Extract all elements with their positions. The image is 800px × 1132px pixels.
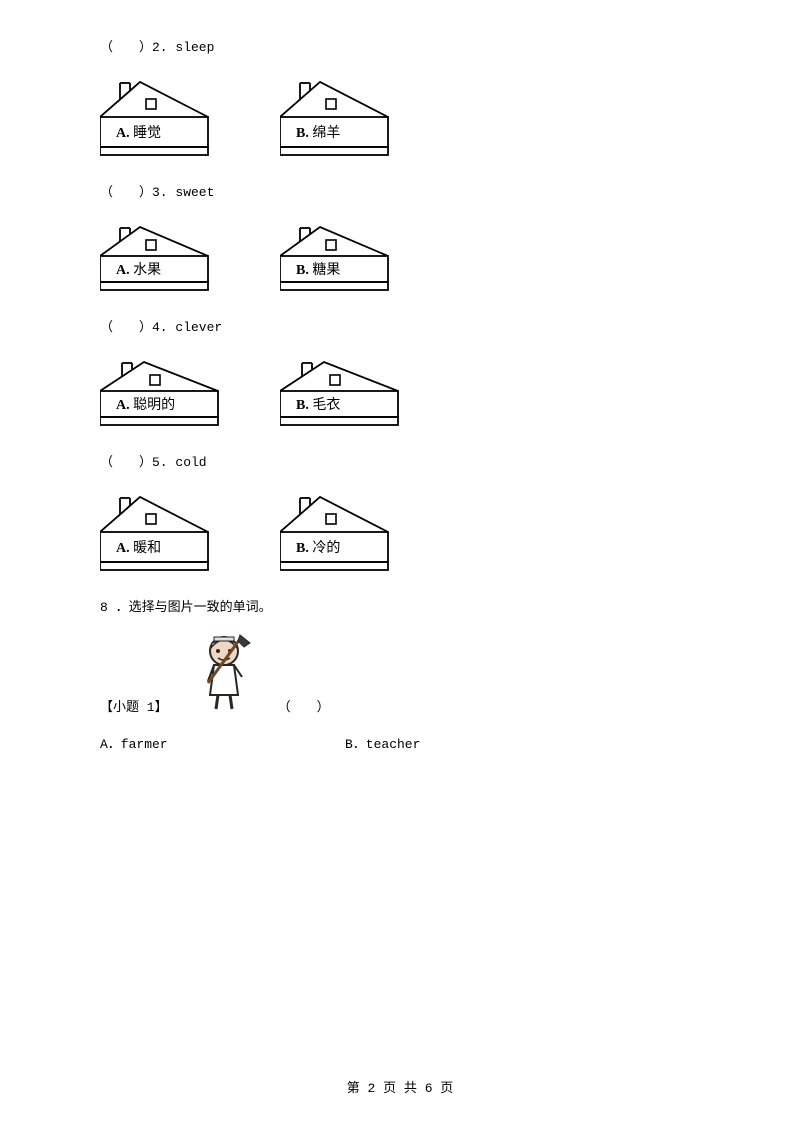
q3-options: A. 水果 B. 糖果 <box>100 222 700 292</box>
q4-option-a[interactable]: A. 聪明的 <box>100 357 220 427</box>
optA-letter: A. <box>116 263 130 278</box>
q4-word: clever <box>175 320 222 335</box>
q2-word: sleep <box>175 40 214 55</box>
q3-word: sweet <box>175 185 214 200</box>
optA-text: 水果 <box>133 262 161 278</box>
optB-text: 冷的 <box>312 540 340 556</box>
svg-text:A. 睡觉: A. 睡觉 <box>116 125 161 141</box>
svg-text:A. 水果: A. 水果 <box>116 262 161 278</box>
question-3-line: （ ）3. sweet <box>100 181 700 200</box>
q5-prefix: （ ）5. <box>100 455 175 470</box>
q8-sub1-options: A．farmer B．teacher <box>100 733 700 752</box>
page-footer: 第 2 页 共 6 页 <box>0 1077 800 1096</box>
house-icon: A. 暖和 <box>100 492 220 572</box>
q5-word: cold <box>175 455 206 470</box>
sub-question-1-row: 【小题 1】 （ ） <box>100 633 700 715</box>
optB-text: 糖果 <box>312 262 340 278</box>
sub1-blank: （ ） <box>278 696 330 715</box>
optA-text: 暖和 <box>133 540 161 556</box>
q8-prefix: 8 ． <box>100 600 129 615</box>
optB-text: 毛衣 <box>312 397 340 413</box>
svg-text:B. 绵羊: B. 绵羊 <box>296 124 340 141</box>
q5-option-b[interactable]: B. 冷的 <box>280 492 400 572</box>
svg-text:B. 冷的: B. 冷的 <box>296 540 340 556</box>
question-5-line: （ ）5. cold <box>100 451 700 470</box>
question-2-line: （ ）2. sleep <box>100 36 700 55</box>
q2-option-a[interactable]: A. 睡觉 <box>100 77 220 157</box>
option-b[interactable]: B．teacher <box>345 733 420 752</box>
q4-option-b[interactable]: B. 毛衣 <box>280 357 400 427</box>
optB-letter: B. <box>296 541 309 556</box>
house-icon: B. 糖果 <box>280 222 400 292</box>
q5-options: A. 暖和 B. 冷的 <box>100 492 700 572</box>
q5-option-a[interactable]: A. 暖和 <box>100 492 220 572</box>
house-icon: B. 绵羊 <box>280 77 400 157</box>
house-icon: B. 毛衣 <box>280 357 410 427</box>
option-a[interactable]: A．farmer <box>100 733 345 752</box>
svg-text:B. 毛衣: B. 毛衣 <box>296 397 340 413</box>
optA-text: 聪明的 <box>133 397 175 413</box>
q4-prefix: （ ）4. <box>100 320 175 335</box>
q8-text: 选择与图片一致的单词。 <box>129 600 272 615</box>
q2-prefix: （ ）2. <box>100 40 175 55</box>
optB-letter: B. <box>296 126 309 141</box>
house-icon: A. 水果 <box>100 222 220 292</box>
question-8-line: 8 ．选择与图片一致的单词。 <box>100 596 700 615</box>
q3-option-b[interactable]: B. 糖果 <box>280 222 400 292</box>
optA-text: 睡觉 <box>133 125 161 141</box>
q2-options: A. 睡觉 B. 绵羊 <box>100 77 700 157</box>
optB-letter: B. <box>296 398 309 413</box>
optB-letter: B. <box>296 263 309 278</box>
optA-letter: A. <box>116 126 130 141</box>
q4-options: A. 聪明的 B. 毛衣 <box>100 357 700 427</box>
svg-text:A. 暖和: A. 暖和 <box>116 540 161 556</box>
svg-text:A. 聪明的: A. 聪明的 <box>116 397 175 413</box>
question-4-line: （ ）4. clever <box>100 316 700 335</box>
farmer-icon <box>198 633 254 715</box>
house-icon: A. 睡觉 <box>100 77 220 157</box>
optA-letter: A. <box>116 398 130 413</box>
q3-option-a[interactable]: A. 水果 <box>100 222 220 292</box>
q3-prefix: （ ）3. <box>100 185 175 200</box>
optB-text: 绵羊 <box>312 124 340 141</box>
optA-letter: A. <box>116 541 130 556</box>
house-icon: A. 聪明的 <box>100 357 230 427</box>
svg-text:B. 糖果: B. 糖果 <box>296 262 340 278</box>
house-icon: B. 冷的 <box>280 492 400 572</box>
sub1-label: 【小题 1】 <box>100 696 168 715</box>
q2-option-b[interactable]: B. 绵羊 <box>280 77 400 157</box>
